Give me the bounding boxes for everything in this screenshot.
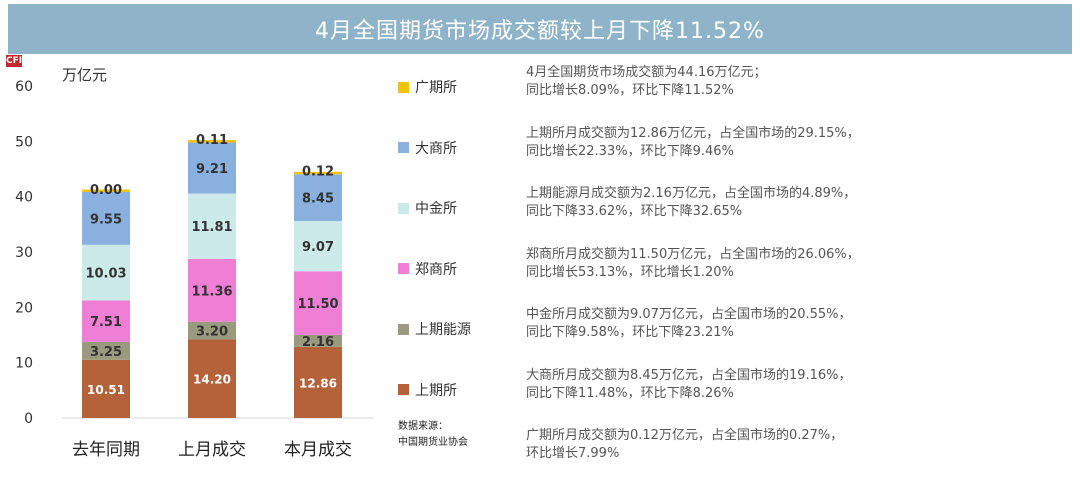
note-line: 同比下降9.58%，环比下降23.21% <box>526 325 734 340</box>
data-label: 11.81 <box>191 220 232 235</box>
note-block: 4月全国期货市场成交额为44.16万亿元； 同比增长8.09%，环比下降11.52… <box>526 64 767 100</box>
note-line: 大商所月成交额为8.45万亿元，占全国市场的19.16%， <box>526 367 852 383</box>
note-block: 大商所月成交额为8.45万亿元，占全国市场的19.16%， 同比下降11.48%，… <box>526 367 852 403</box>
bar-segment <box>82 244 130 301</box>
data-label: 8.45 <box>302 192 334 207</box>
data-label: 0.11 <box>196 133 228 148</box>
note-block: 广期所月成交额为0.12万亿元，占全国市场的0.27%， 环比增长7.99% <box>526 427 843 463</box>
bar-segment <box>82 341 130 360</box>
note-block: 上期所月成交额为12.86万亿元，占全国市场的29.15%， 同比增长22.33%… <box>526 125 860 161</box>
cfi-logo: CFI <box>6 55 23 67</box>
chart-title: 4月全国期货市场成交额较上月下降11.52% <box>315 19 765 44</box>
data-label: 9.07 <box>302 240 334 255</box>
x-tick-label: 上月成交 <box>178 440 246 460</box>
data-label: 10.51 <box>87 383 125 397</box>
data-label: 0.12 <box>302 165 334 180</box>
legend-label: 郑商所 <box>415 261 457 278</box>
y-tick-label: 0 <box>24 411 33 427</box>
bar-segment <box>82 189 130 192</box>
legend-item: 中金所 <box>398 198 457 218</box>
y-tick-label: 50 <box>15 134 33 150</box>
note-block: 中金所月成交额为9.07万亿元，占全国市场的20.55%， 同比下降9.58%，环… <box>526 306 852 342</box>
source-label: 数据来源： <box>398 421 448 432</box>
note-line: 上期所月成交额为12.86万亿元，占全国市场的29.15%， <box>526 125 860 141</box>
bar-segment <box>82 359 130 418</box>
bar-segment <box>294 171 342 175</box>
legend-label: 广期所 <box>415 80 457 96</box>
legend-label: 上期能源 <box>415 322 471 338</box>
x-tick-label: 本月成交 <box>284 440 352 460</box>
title-bar: 4月全国期货市场成交额较上月下降11.52% <box>8 4 1072 54</box>
note-block: 上期能源月成交额为2.16万亿元，占全国市场的4.89%， 同比下降33.62%，… <box>526 185 856 221</box>
bar-segment <box>294 271 342 335</box>
note-line: 同比下降11.48%，环比下降8.26% <box>526 385 734 401</box>
x-tick-label: 去年同期 <box>72 440 140 460</box>
bar-segment <box>82 191 130 245</box>
y-axis-ticks: 0 10 20 30 40 50 60 <box>15 79 33 427</box>
note-line: 郑商所月成交额为11.50万亿元，占全国市场的26.06%， <box>526 246 860 262</box>
note-line: 上期能源月成交额为2.16万亿元，占全国市场的4.89%， <box>526 186 857 201</box>
data-label: 9.21 <box>196 162 228 177</box>
stacked-bar-chart: 万亿元 0 10 20 30 40 50 60 10.51 3.25 7.51 10.03 9.55… <box>15 66 374 460</box>
legend-swatch <box>398 323 409 335</box>
data-label: 11.36 <box>191 284 232 299</box>
data-label: 0.00 <box>90 183 122 198</box>
bar-segment <box>188 193 236 259</box>
note-line: 广期所月成交额为0.12万亿元，占全国市场的0.27%， <box>526 428 844 443</box>
note-line: 环比增长7.99% <box>526 446 620 461</box>
bar-segment <box>188 140 236 143</box>
legend-label: 中金所 <box>415 201 457 217</box>
bars: 10.51 3.25 7.51 10.03 9.55 0.00 14.20 3.20 11.36… <box>82 133 342 418</box>
data-label: 10.03 <box>85 267 126 282</box>
legend-swatch <box>398 384 409 395</box>
legend-swatch <box>398 263 409 274</box>
note-block: 郑商所月成交额为11.50万亿元，占全国市场的26.06%， 同比增长53.13%… <box>526 246 860 282</box>
data-source: 数据来源： 中国期货业协会 <box>398 419 468 451</box>
legend-item: 郑商所 <box>398 259 457 279</box>
note-line: 同比下降33.62%，环比下降32.65% <box>526 204 743 219</box>
data-label: 3.25 <box>90 345 122 360</box>
legend-swatch <box>398 142 409 153</box>
legend-label: 大商所 <box>415 140 457 157</box>
data-label: 12.86 <box>299 376 337 390</box>
legend-swatch <box>398 81 409 93</box>
legend-label: 上期所 <box>415 382 457 399</box>
bar-segment <box>188 321 236 340</box>
x-axis-labels: 去年同期 上月成交 本月成交 <box>72 440 352 460</box>
note-line: 4月全国期货市场成交额为44.16万亿元； <box>526 65 767 80</box>
y-tick-label: 60 <box>15 79 33 95</box>
y-tick-label: 20 <box>15 300 33 316</box>
data-label: 11.50 <box>297 297 338 312</box>
y-tick-label: 30 <box>15 245 33 261</box>
bar-segment <box>188 142 236 194</box>
note-line: 中金所月成交额为9.07万亿元，占全国市场的20.55%， <box>526 307 852 322</box>
y-tick-label: 10 <box>15 356 33 372</box>
y-tick-label: 40 <box>15 190 33 206</box>
note-line: 同比增长53.13%，环比增长1.20% <box>526 264 734 280</box>
note-line: 同比增长22.33%，环比下降9.46% <box>526 143 734 159</box>
bar-segment <box>294 346 342 418</box>
legend-item: 上期所 <box>398 380 457 400</box>
data-label: 3.20 <box>196 325 228 340</box>
legend-swatch <box>398 202 409 214</box>
legend-item: 广期所 <box>398 77 457 97</box>
data-label: 2.16 <box>302 335 334 350</box>
legend-item: 大商所 <box>398 138 457 158</box>
bar-segment <box>294 174 342 222</box>
bar-segment <box>188 339 236 418</box>
legend-item: 上期能源 <box>398 319 471 339</box>
unit-label: 万亿元 <box>62 66 107 84</box>
data-label: 9.55 <box>90 212 122 227</box>
bar-segment <box>294 221 342 272</box>
bar-segment <box>188 258 236 322</box>
data-label: 14.20 <box>193 373 231 387</box>
bar-segment <box>294 334 342 347</box>
note-line: 同比增长8.09%，环比下降11.52% <box>526 83 734 98</box>
bar-segment <box>82 300 130 342</box>
data-label: 7.51 <box>90 315 122 330</box>
source-name: 中国期货业协会 <box>398 437 468 448</box>
